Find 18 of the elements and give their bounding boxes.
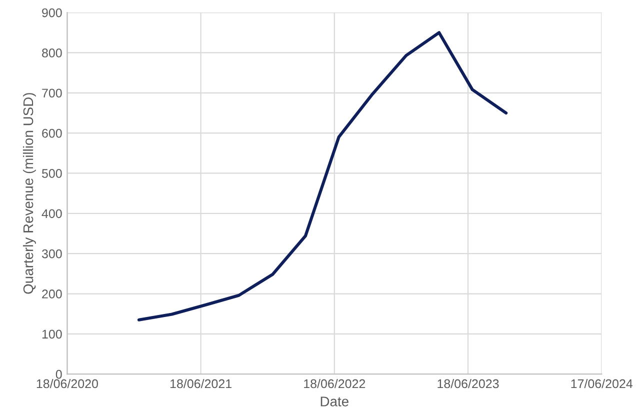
y-axis-title: Quarterly Revenue (million USD) [22, 93, 36, 294]
y-tick-label: 0 [56, 370, 62, 379]
y-tick-label: 100 [42, 330, 62, 339]
y-tick-label: 400 [42, 209, 62, 218]
y-tick-label: 600 [42, 128, 62, 138]
x-tick-label: 18/06/2022 [304, 378, 366, 388]
y-tick-label: 900 [42, 8, 62, 18]
y-tick-label: 200 [42, 290, 62, 298]
x-axis-title: Date [320, 396, 348, 406]
line-series [137, 31, 508, 322]
x-tick-label: 18/06/2021 [170, 378, 232, 388]
x-tick-label: 17/06/2024 [571, 378, 633, 388]
y-tick-label: 800 [42, 48, 62, 58]
y-tick-label: 300 [42, 249, 62, 258]
y-tick-label: 500 [42, 169, 62, 178]
x-tick-label: 18/06/2020 [36, 378, 98, 388]
y-tick-label: 700 [42, 88, 62, 98]
x-tick-label: 18/06/2023 [438, 378, 499, 388]
